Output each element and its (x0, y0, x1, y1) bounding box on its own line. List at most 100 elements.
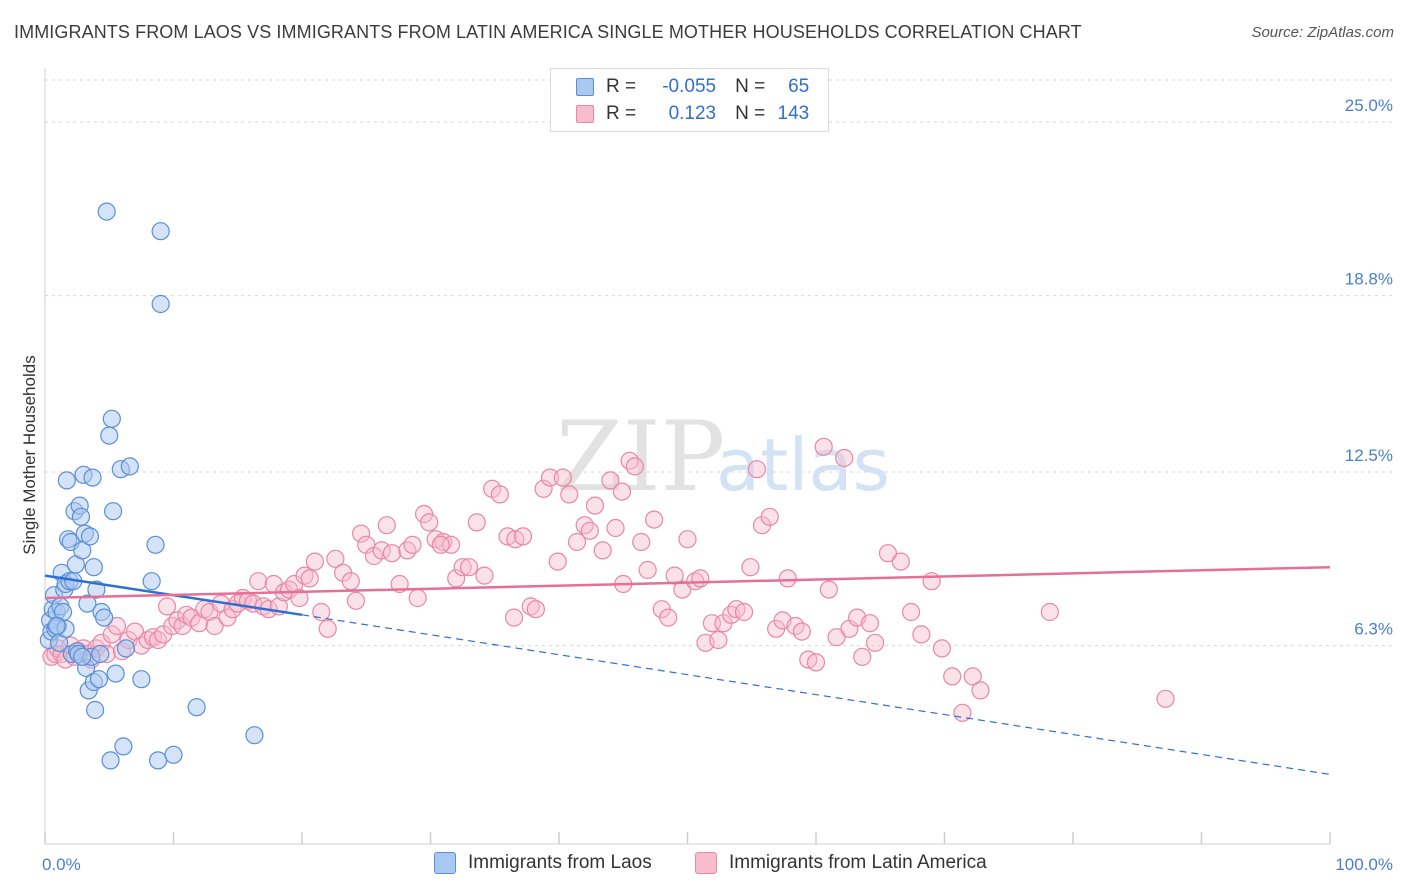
latin-america-point (971, 681, 990, 700)
latin-america-point (148, 630, 168, 650)
legend-n-value: 65 (788, 76, 810, 97)
latin-america-point (1156, 689, 1175, 708)
laos-point (80, 527, 100, 546)
latin-america-point (548, 552, 567, 571)
laos-point (89, 670, 109, 689)
latin-america-point (318, 619, 337, 638)
latin-america-point (143, 628, 163, 647)
latin-america-point (878, 544, 898, 563)
stats-legend: R = -0.055 N = 65 R = 0.123 N = 143 (550, 68, 829, 132)
legend-n-value: 143 (777, 103, 810, 124)
latin-america-point (678, 530, 697, 549)
y-tick-label: 25.0% (1345, 96, 1393, 115)
latin-america-point (377, 516, 396, 535)
source-label: Source: ZipAtlas.com (1251, 24, 1394, 41)
latin-america-point (475, 566, 494, 585)
latin-america-point (326, 549, 345, 568)
latin-america-point (709, 630, 728, 650)
latin-america-point (792, 622, 811, 641)
latin-america-point (540, 468, 560, 487)
watermark-atlas: atlas (716, 423, 890, 507)
latin-america-point (372, 541, 391, 560)
laos-point (151, 222, 170, 241)
x-tick-label: 100.0% (1335, 855, 1393, 874)
laos-point (114, 737, 133, 756)
latin-america-point (734, 602, 754, 622)
latin-america-point (819, 580, 838, 599)
tick-labels: 6.3% 12.5% 18.8% 25.0% 0.0% 100.0% (42, 96, 1393, 874)
latin-america-point (459, 558, 479, 577)
latin-america-point (806, 653, 826, 672)
y-tick-label: 18.8% (1345, 270, 1393, 289)
axes (44, 68, 1331, 845)
latin-america-point (593, 541, 612, 560)
legend-swatch-laos (434, 852, 456, 874)
laos-point (57, 471, 76, 490)
laos-point (83, 468, 102, 487)
legend-r-value: -0.055 (662, 76, 717, 97)
chart-title: IMMIGRANTS FROM LAOS VS IMMIGRANTS FROM … (14, 22, 1082, 42)
latin-america-point (168, 611, 187, 630)
latin-america-point (912, 625, 931, 644)
latin-america-point (163, 616, 182, 636)
laos-point (100, 426, 119, 445)
series-legend: Immigrants from Laos Immigrants from Lat… (0, 852, 1406, 878)
y-tick-label: 12.5% (1345, 446, 1393, 465)
latin-america-point (205, 616, 224, 636)
latin-america-point (190, 614, 209, 633)
legend-row-laos: R = -0.055 N = 65 (551, 74, 809, 100)
latin-america-point (346, 591, 366, 610)
latin-america-point (403, 535, 422, 554)
y-tick-label: 6.3% (1354, 620, 1393, 639)
laos-point (91, 644, 110, 664)
latin-america-point (580, 521, 599, 540)
latin-america-point (157, 597, 177, 616)
latin-america-point (526, 600, 545, 619)
latin-america-point (575, 516, 594, 535)
latin-america-point (300, 569, 319, 588)
latin-america-point (814, 437, 833, 456)
laos-point (84, 558, 103, 577)
laos-points (39, 202, 264, 770)
latin-america-point (420, 513, 439, 532)
laos-trend-dashed (301, 614, 1331, 775)
legend-n-label: N = (735, 103, 766, 124)
laos-point (106, 664, 125, 683)
latin-america-point (295, 566, 314, 585)
latin-america-point (922, 572, 941, 591)
latin-america-point (513, 527, 533, 546)
latin-america-point (866, 633, 885, 652)
legend-r-value: 0.123 (668, 103, 717, 124)
latin-america-point (305, 552, 324, 571)
laos-point (116, 639, 136, 658)
laos-point (102, 409, 121, 428)
latin-america-point (891, 552, 910, 571)
legend-r-label: R = (606, 103, 637, 124)
latin-america-point (601, 471, 620, 490)
laos-point (97, 202, 116, 221)
latin-america-point (691, 569, 710, 588)
latin-america-point (553, 468, 572, 487)
trend-lines (44, 565, 1331, 775)
latin-america-point (490, 485, 509, 504)
legend-r-label: R = (606, 76, 637, 97)
watermark-zip: ZIP (556, 401, 725, 513)
laos-point (101, 751, 120, 770)
latin-america-points (42, 437, 1175, 722)
laos-point (148, 751, 168, 770)
legend-swatch-laos (576, 78, 594, 96)
latin-america-point (778, 569, 797, 588)
laos-point (78, 594, 97, 613)
latin-america-point (853, 647, 872, 666)
laos-point (73, 647, 92, 666)
laos-point (47, 616, 66, 636)
latin-america-point (632, 532, 651, 552)
latin-america-point (521, 597, 540, 616)
laos-point (151, 294, 170, 314)
latin-america-point (567, 532, 587, 552)
latin-america-point (963, 667, 982, 686)
latin-america-point (352, 524, 371, 543)
laos-point (95, 608, 114, 627)
latin-america-point (943, 667, 962, 686)
latin-america-point (638, 560, 657, 580)
